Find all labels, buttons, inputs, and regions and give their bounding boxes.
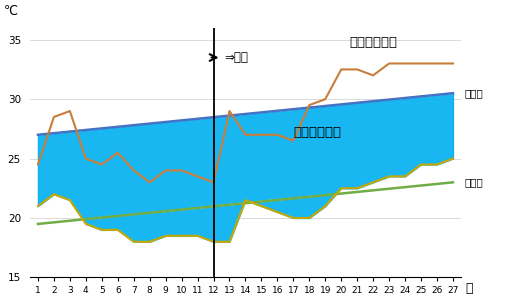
Text: 日: 日 [465, 282, 472, 295]
Text: 【最低気温】: 【最低気温】 [293, 126, 341, 139]
Text: ⇒予報: ⇒予報 [225, 51, 248, 64]
Text: 【最高気温】: 【最高気温】 [349, 36, 397, 49]
Text: ℃: ℃ [4, 5, 18, 18]
Text: 平年値: 平年値 [464, 177, 483, 187]
Text: 平年値: 平年値 [464, 88, 483, 98]
